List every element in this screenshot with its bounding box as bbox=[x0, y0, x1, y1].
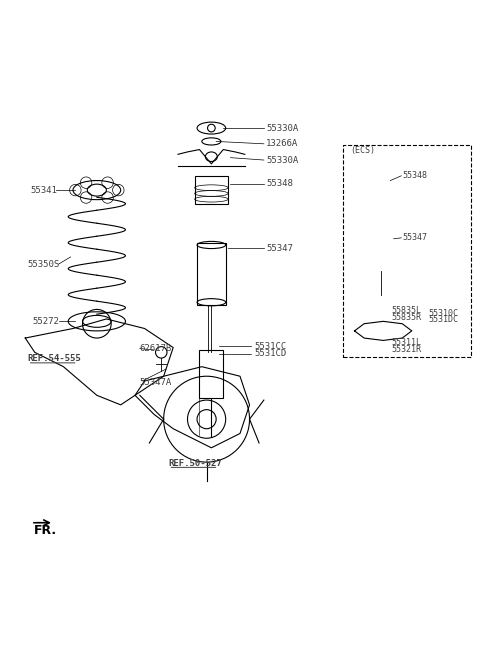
Text: 55835L: 55835L bbox=[392, 306, 422, 315]
Text: 62617B: 62617B bbox=[140, 344, 172, 353]
Bar bbox=[343, 145, 471, 357]
Text: 5531CC: 5531CC bbox=[254, 342, 287, 351]
Text: 55835R: 55835R bbox=[392, 313, 422, 321]
Text: REF.50-527: REF.50-527 bbox=[168, 459, 222, 468]
Bar bbox=[197, 242, 226, 305]
Text: 55347: 55347 bbox=[402, 233, 427, 242]
Text: FR.: FR. bbox=[34, 524, 57, 537]
Text: 55348: 55348 bbox=[266, 179, 293, 189]
Text: 55330A: 55330A bbox=[266, 156, 299, 164]
Bar bbox=[199, 350, 223, 397]
Text: 55330A: 55330A bbox=[266, 124, 299, 133]
Text: 5531DC: 5531DC bbox=[429, 315, 458, 325]
Text: 55310C: 55310C bbox=[429, 309, 458, 318]
Text: 13266A: 13266A bbox=[266, 139, 299, 148]
Text: 55341: 55341 bbox=[30, 186, 57, 194]
Text: 55272: 55272 bbox=[33, 317, 60, 326]
Text: (ECS): (ECS) bbox=[350, 147, 375, 156]
Text: REF.54-555: REF.54-555 bbox=[28, 354, 82, 363]
Text: 55347: 55347 bbox=[266, 244, 293, 253]
Bar bbox=[369, 228, 393, 271]
Bar bbox=[371, 166, 390, 195]
Text: 5531CD: 5531CD bbox=[254, 350, 287, 358]
Text: 55321R: 55321R bbox=[392, 345, 422, 354]
Text: 55347A: 55347A bbox=[140, 378, 172, 388]
Text: 55348: 55348 bbox=[402, 171, 427, 180]
Text: 55311L: 55311L bbox=[392, 338, 422, 348]
Text: 55350S: 55350S bbox=[28, 260, 60, 269]
Bar bbox=[195, 176, 228, 204]
